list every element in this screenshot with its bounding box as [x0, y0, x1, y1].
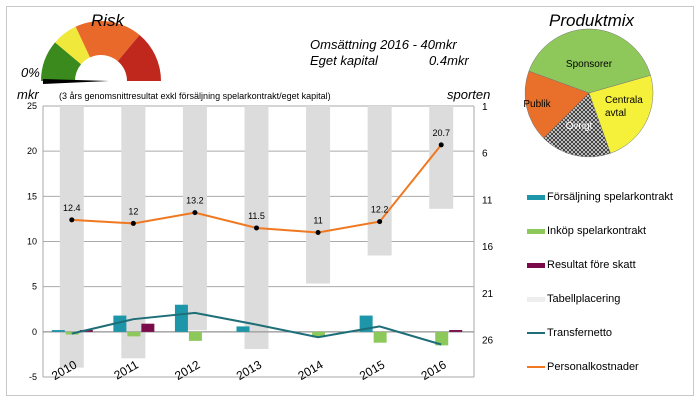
chart-canvas: SponsorerCentralaavtalÖvrigtPublik-50510… — [27, 21, 654, 383]
y-tick-label: 10 — [27, 237, 37, 247]
bar-f-rs-ljning-spelarkontrakt — [236, 326, 250, 332]
dashboard: Sponsorer Centrala avtal Övrigt Publik -5 0 5 10… — [6, 6, 694, 396]
transfernetto-line — [71, 311, 442, 346]
tabellplacering-bar — [367, 106, 392, 256]
personalkostnader-point — [315, 229, 321, 235]
bar-resultat-f-re-skatt — [449, 330, 463, 332]
personalkostnader-point — [192, 210, 198, 216]
risk-value: 0% — [21, 65, 40, 80]
tabellplacering-bar — [429, 106, 454, 209]
pie-label: Sponsorer — [566, 59, 613, 70]
legend-label: Personalkostnader — [547, 361, 639, 373]
bar-ink-p-spelarkontrakt — [188, 331, 202, 341]
y-tick-label: 25 — [27, 101, 37, 111]
bar-f-rs-ljning-spelarkontrakt — [174, 304, 188, 332]
data-label: 12.2 — [371, 205, 389, 215]
pie-label: Centrala — [605, 95, 643, 106]
y-tick-label: 0 — [32, 327, 37, 337]
gauge-needle — [43, 79, 109, 84]
pie-slice — [543, 92, 611, 158]
personalkostnader-point — [438, 142, 444, 148]
x-tick-label: 2016 — [419, 357, 449, 383]
x-tick-label: 2012 — [172, 357, 202, 383]
y2-tick-label: 21 — [482, 289, 494, 300]
y2-tick-label: 6 — [482, 149, 488, 160]
data-label: 11.5 — [248, 211, 265, 221]
x-tick-label: 2014 — [295, 357, 325, 383]
data-label: 20.7 — [432, 128, 450, 138]
personalkostnader-point — [69, 217, 75, 223]
personalkostnader-point — [254, 225, 259, 231]
legend-swatch — [527, 228, 545, 234]
info-equity-label: Eget kapital — [310, 53, 378, 68]
personalkostnader-point — [130, 220, 136, 226]
chart-subtitle: (3 års genomsnittresultat exkl försäljni… — [59, 91, 331, 101]
legend-item: Transfernetto — [527, 327, 612, 339]
tabellplacering-bar — [59, 106, 84, 368]
legend-label: Tabellplacering — [547, 293, 621, 305]
gauge-segment — [75, 21, 140, 62]
tabellplacering-bar — [182, 106, 207, 331]
y-tick-label: 20 — [27, 146, 37, 156]
legend-label: Försäljning spelarkontrakt — [547, 191, 673, 203]
legend-label: Transfernetto — [547, 327, 613, 339]
legend-swatch — [527, 296, 545, 302]
legend-label: Inköp spelarkontrakt — [547, 225, 647, 237]
pie-label: Publik — [523, 99, 551, 110]
legend-swatch — [527, 366, 545, 368]
x-tick-label: 2011 — [112, 357, 142, 382]
legend-item: Resultat före skatt — [527, 259, 636, 271]
risk-title: Risk — [91, 11, 125, 30]
info-equity-value: 0.4mkr — [429, 53, 469, 68]
gauge-segment — [41, 42, 82, 81]
bar-ink-p-spelarkontrakt — [127, 331, 141, 337]
y-tick-label: 5 — [32, 282, 37, 292]
bar-f-rs-ljning-spelarkontrakt — [51, 330, 65, 332]
bar-ink-p-spelarkontrakt — [312, 331, 326, 338]
tabellplacering-bar — [306, 106, 331, 284]
y2-tick-label: 26 — [482, 336, 494, 347]
y-tick-label: 15 — [27, 191, 37, 201]
gauge-segment — [117, 35, 161, 81]
personalkostnader-point — [377, 219, 383, 225]
legend-swatch — [527, 332, 545, 334]
y-axis-label: mkr — [17, 87, 39, 102]
bar-ink-p-spelarkontrakt — [373, 331, 387, 343]
data-label: 12.4 — [63, 203, 81, 213]
y-tick-label: -5 — [29, 372, 37, 382]
data-label: 11 — [313, 215, 322, 225]
pie-slice — [528, 28, 651, 94]
legend-item: Tabellplacering — [527, 293, 620, 305]
y2-tick-label: 11 — [482, 195, 493, 206]
pie-slice — [524, 70, 590, 139]
info-revenue: Omsättning 2016 - 40mkr — [310, 37, 457, 52]
y2-tick-label: 1 — [482, 102, 488, 113]
x-tick-label: 2015 — [357, 357, 387, 383]
legend-item: Personalkostnader — [527, 361, 639, 373]
data-label: 12 — [128, 206, 138, 216]
y2-tick-label: 16 — [482, 242, 494, 253]
pie-slice — [588, 75, 654, 154]
pie-label: Övrigt — [566, 120, 593, 132]
bar-ink-p-spelarkontrakt — [435, 331, 449, 346]
legend-swatch — [527, 194, 545, 200]
produktmix-title: Produktmix — [549, 11, 635, 30]
legend-swatch — [527, 262, 545, 268]
legend-item: Försäljning spelarkontrakt — [527, 191, 673, 203]
x-tick-label: 2013 — [234, 357, 264, 383]
bar-f-rs-ljning-spelarkontrakt — [113, 315, 127, 332]
pie-label: avtal — [605, 108, 626, 119]
y2-axis-label: sporten — [447, 87, 491, 102]
legend-label: Resultat före skatt — [547, 259, 636, 271]
gauge-segment — [55, 26, 91, 65]
data-label: 13.2 — [186, 196, 204, 206]
legend-item: Inköp spelarkontrakt — [527, 225, 646, 237]
bar-resultat-f-re-skatt — [141, 323, 155, 332]
